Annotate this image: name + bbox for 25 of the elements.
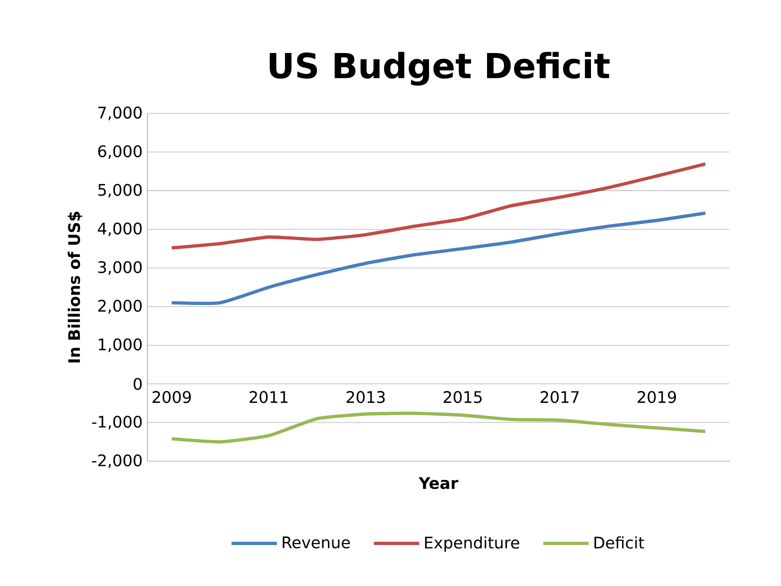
y-axis-title: In Billions of US$ <box>68 212 82 362</box>
x-tick-label: 2009 <box>152 391 191 404</box>
line-series <box>170 162 707 250</box>
y-tick-label: 2,000 <box>98 300 142 314</box>
y-tick-label: 4,000 <box>98 222 142 236</box>
y-tick-label: 3,000 <box>98 261 142 275</box>
x-tick-label: 2015 <box>444 391 482 404</box>
legend-label: Expenditure <box>425 536 520 552</box>
y-tick-label: 5,000 <box>98 184 142 198</box>
x-tick-label: 2011 <box>250 391 288 404</box>
y-tick-label: 7,000 <box>98 106 142 120</box>
chart-title: US Budget Deficit <box>270 52 610 86</box>
x-tick-label: 2019 <box>638 391 676 404</box>
legend-label: Revenue <box>282 536 350 548</box>
y-tick-label: 1,000 <box>98 338 142 352</box>
y-tick-label: -2,000 <box>92 454 142 468</box>
x-tick-label: 2013 <box>346 391 385 404</box>
line-series <box>170 412 707 444</box>
legend-label: Deficit <box>594 536 644 549</box>
y-tick-label: 0 <box>134 378 142 390</box>
y-tick-label: 6,000 <box>98 145 142 159</box>
x-axis-title: Year <box>418 477 458 490</box>
line-series <box>170 211 707 305</box>
x-tick-label: 2017 <box>540 391 579 404</box>
y-tick-label: -1,000 <box>92 416 142 430</box>
